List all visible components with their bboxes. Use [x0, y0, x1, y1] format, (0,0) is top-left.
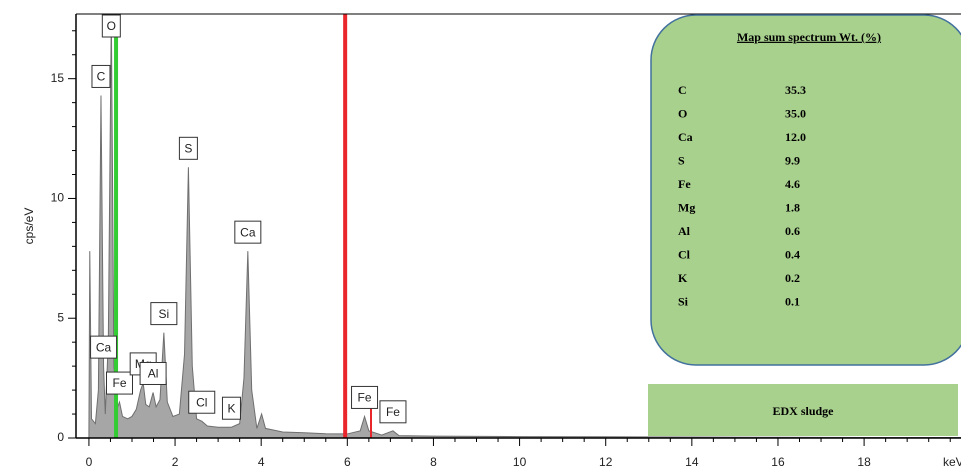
peak-label-box: [178, 136, 198, 160]
peak-label: Fe: [112, 376, 126, 390]
inset-value: 12.0: [785, 130, 806, 144]
peak-label-box: [90, 335, 118, 359]
peak-label: K: [227, 401, 235, 415]
inset-title: Map sum spectrum Wt. (%): [737, 30, 881, 44]
x-tick-label: 12: [599, 455, 613, 469]
inset-element: Si: [678, 294, 689, 308]
peak-label-box: [379, 400, 407, 424]
inset-element: C: [678, 83, 687, 97]
inset-value: 4.6: [785, 177, 800, 191]
peak-label: S: [184, 141, 192, 155]
peak-label-box: [91, 64, 111, 88]
inset-value: 9.9: [785, 153, 800, 167]
peak-label: Fe: [386, 405, 400, 419]
inset-box: [650, 14, 961, 366]
inset-element: Ca: [678, 130, 693, 144]
x-axis-label: keV: [943, 455, 961, 469]
inset-element: S: [678, 153, 685, 167]
x-tick-label: 0: [86, 455, 93, 469]
y-tick-label: 0: [57, 430, 64, 444]
peak-label-box: [139, 361, 167, 385]
peak-label-box: [188, 390, 216, 414]
x-tick-label: 10: [513, 455, 527, 469]
peak-label-box: [101, 14, 121, 38]
peak-label: Fe: [358, 391, 372, 405]
peak-label-box: [221, 396, 241, 420]
x-tick-label: 2: [172, 455, 179, 469]
x-tick-label: 4: [258, 455, 265, 469]
x-tick-label: 18: [857, 455, 871, 469]
inset-element: Cl: [678, 247, 691, 261]
peak-label-box: [351, 385, 379, 409]
label-text: EDX sludge: [772, 404, 834, 418]
inset-element: K: [678, 271, 688, 285]
inset-value: 0.2: [785, 271, 800, 285]
x-tick-label: 14: [685, 455, 699, 469]
inset-value: 0.1: [785, 294, 800, 308]
inset-element: Al: [678, 224, 691, 238]
inset-value: 35.0: [785, 106, 806, 120]
peak-label: Si: [159, 307, 170, 321]
inset-element: Fe: [678, 177, 691, 191]
inset-element: Mg: [678, 200, 695, 214]
peak-label: O: [107, 19, 116, 33]
x-tick-label: 6: [344, 455, 351, 469]
inset-element: O: [678, 106, 687, 120]
y-tick-label: 5: [57, 310, 64, 324]
peak-label: Ca: [240, 225, 256, 239]
peak-label-box: [150, 302, 178, 326]
x-tick-label: 8: [430, 455, 437, 469]
inset-value: 1.8: [785, 200, 800, 214]
peak-label: Cl: [196, 395, 207, 409]
x-tick-label: 16: [771, 455, 785, 469]
y-tick-label: 15: [51, 71, 65, 85]
peak-label: C: [97, 70, 106, 84]
peak-label: Al: [148, 367, 159, 381]
y-axis-label: cps/eV: [22, 208, 36, 245]
inset-value: 0.6: [785, 224, 800, 238]
peak-label-box: [105, 371, 133, 395]
label-box: [648, 384, 958, 436]
peak-label-box: [234, 220, 262, 244]
inset-value: 0.4: [785, 247, 800, 261]
y-tick-label: 10: [51, 191, 65, 205]
inset-value: 35.3: [785, 83, 806, 97]
peak-label: Ca: [96, 340, 112, 354]
